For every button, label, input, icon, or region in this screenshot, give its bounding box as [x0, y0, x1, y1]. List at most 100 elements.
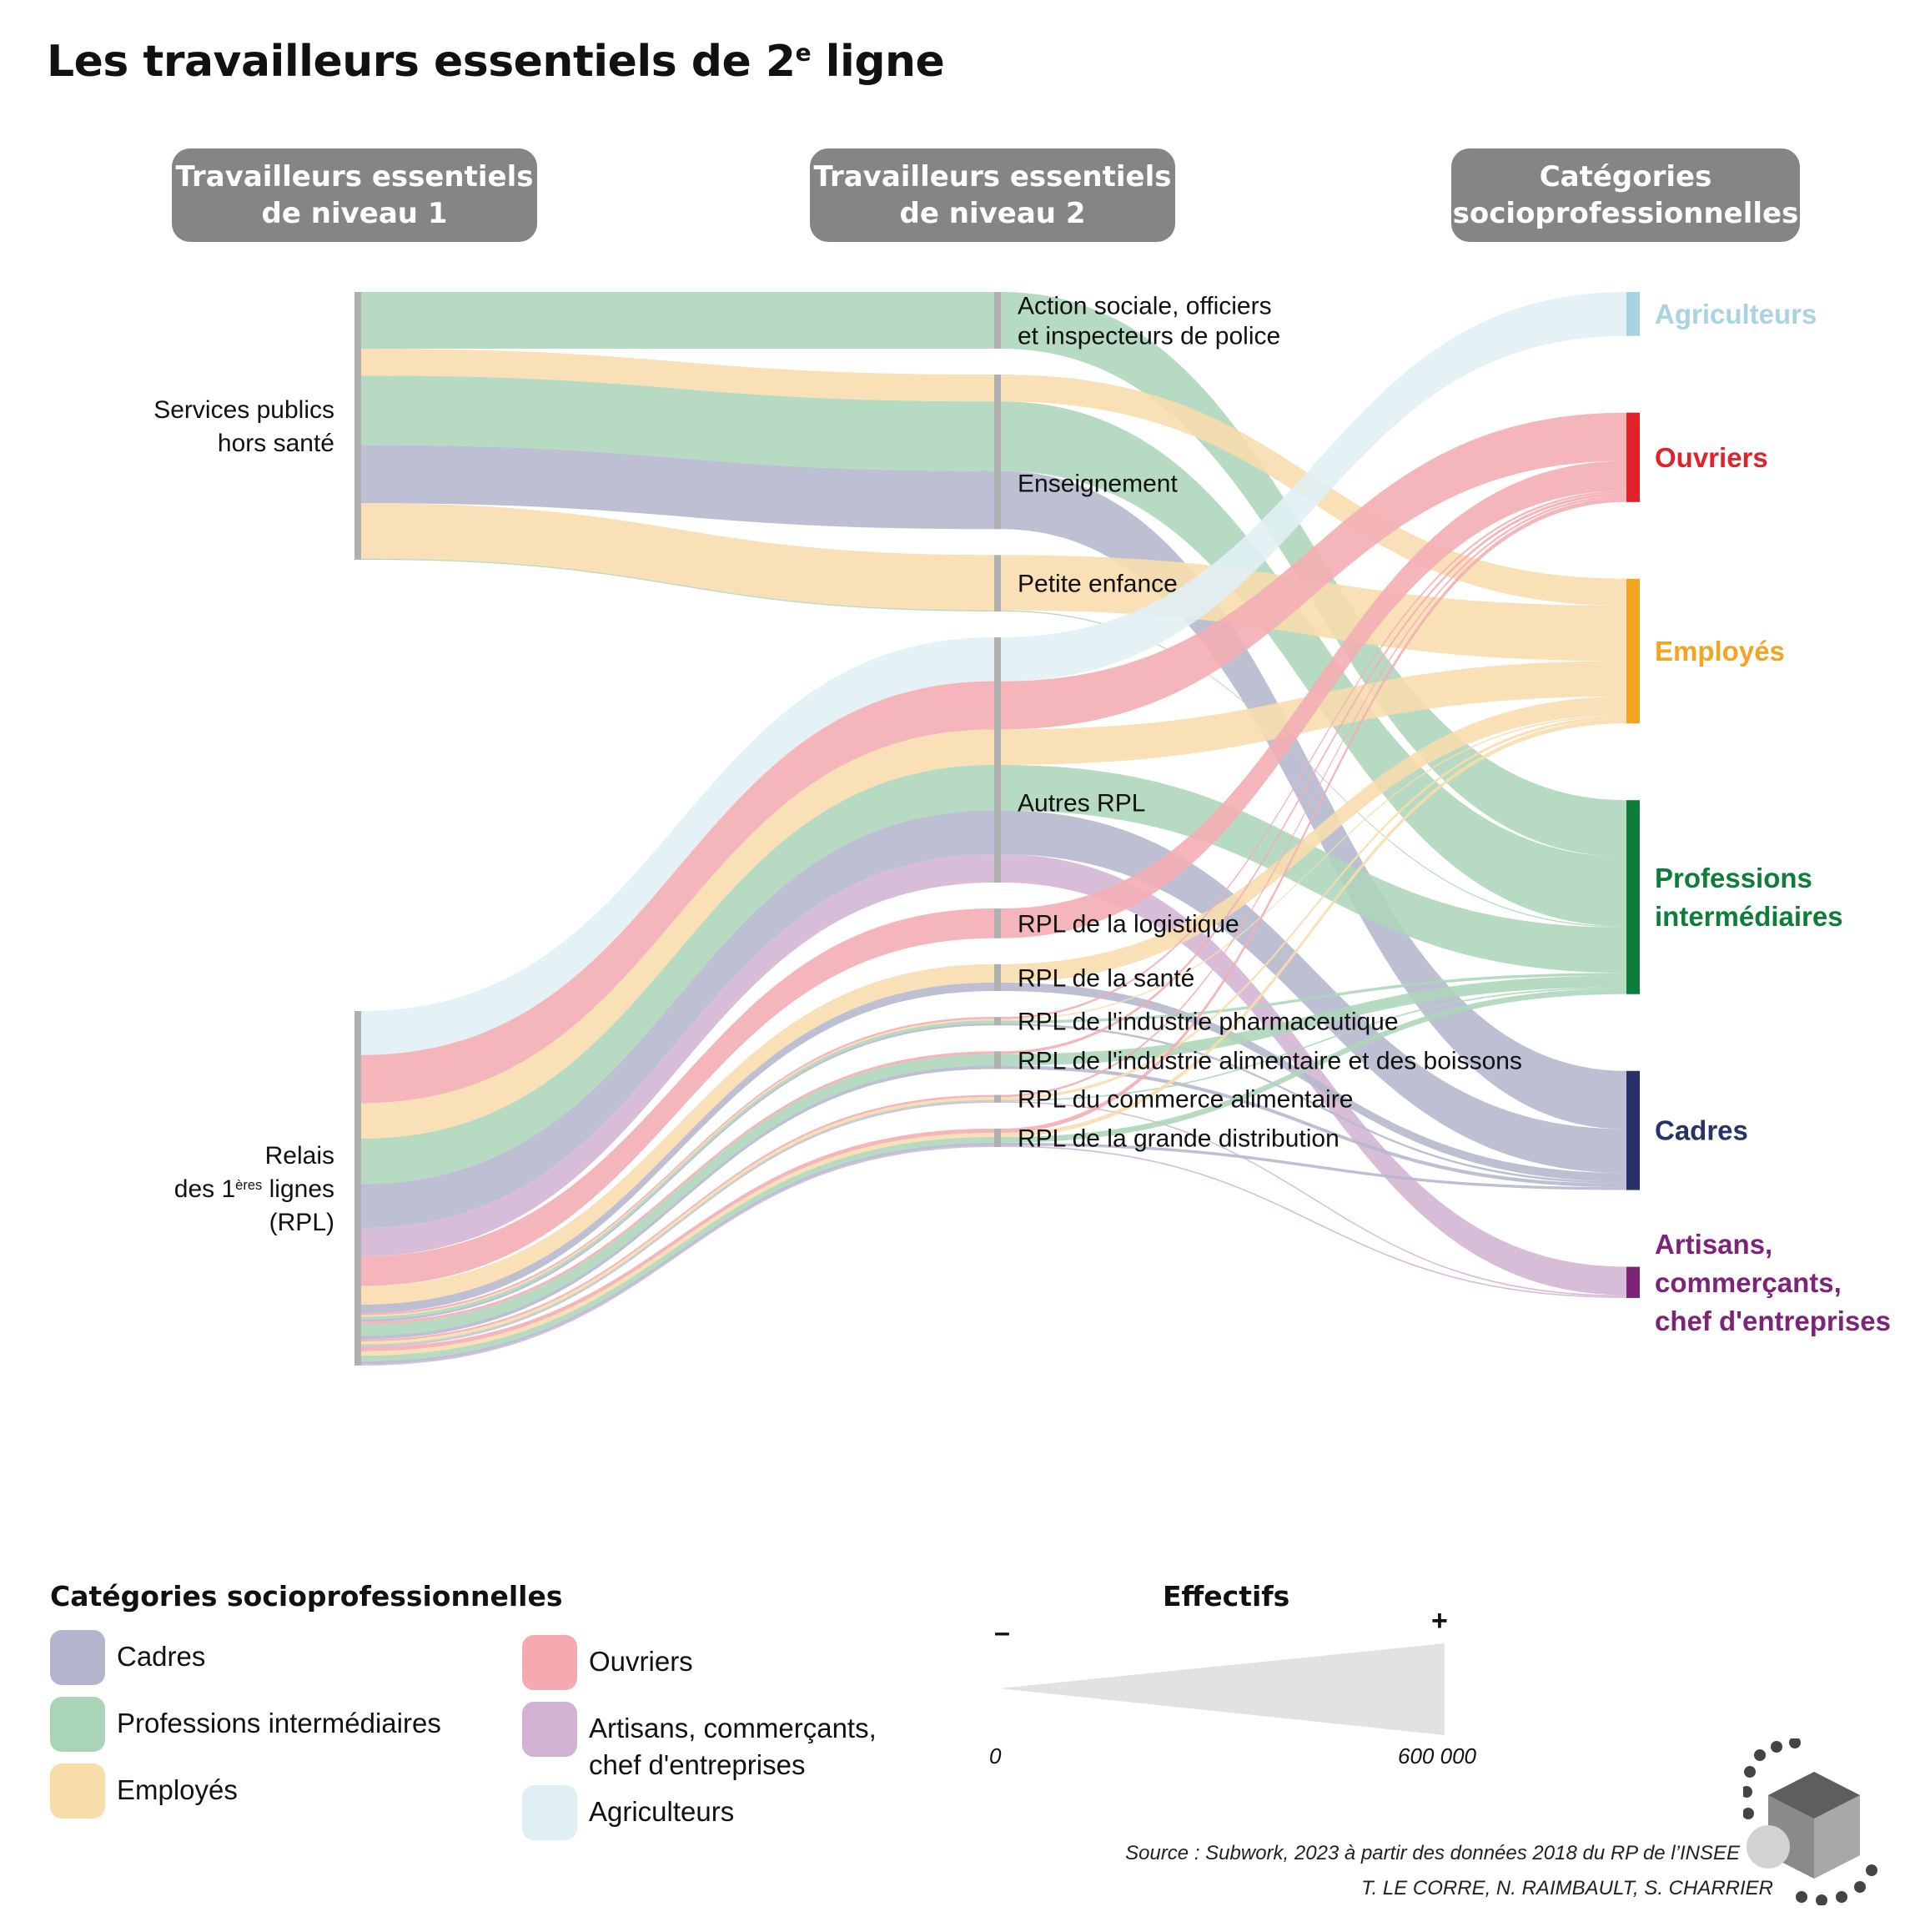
node-com	[994, 1094, 1001, 1103]
size-legend-min-label: 0	[989, 1743, 1002, 1768]
flow-san-cad	[1001, 982, 1626, 1182]
flow-rpl-arpl-art	[361, 854, 994, 1257]
flow-rpl-gd-cad	[361, 1142, 994, 1365]
node-san	[994, 963, 1001, 992]
flow-arpl-agr	[1001, 292, 1626, 682]
flow-rpl-ali-cad	[361, 1065, 994, 1340]
flow-sp-ens-emp	[361, 349, 994, 402]
legend-swatch-cadres	[50, 1630, 105, 1685]
label-rpl: Relais des 1ères lignes (RPL)	[174, 1142, 334, 1236]
flow-rpl-com-emp	[361, 1097, 994, 1345]
flow-sp-ens-pi	[361, 375, 994, 471]
flow-pha-pi	[1001, 973, 1626, 1024]
flow-gd-emp	[1001, 719, 1626, 1138]
legend-swatch-employes	[50, 1763, 105, 1819]
node-cad	[1626, 1070, 1640, 1190]
legend-swatch-ouvriers	[522, 1635, 577, 1690]
label-sp: Services publics hors santé	[153, 396, 334, 457]
header-level1: Travailleurs essentiels de niveau 1	[172, 148, 537, 242]
flow-gd-art	[1001, 1145, 1626, 1298]
flow-rpl-arpl-cad	[361, 810, 994, 1229]
flow-rpl-arpl-ouv	[361, 681, 994, 1104]
label-pha: RPL de l'industrie pharmaceutique	[1018, 1009, 1399, 1036]
legend-title: Catégories socioprofessionnelles	[50, 1580, 563, 1613]
flow-ens-cad	[1001, 470, 1626, 1130]
label-pi: Professions intermédiaires	[1655, 863, 1843, 932]
legend-item-artisans: Artisans, commerçants, chef d'entreprises	[522, 1702, 877, 1784]
subwork-logo-icon	[1743, 1738, 1877, 1905]
node-sp	[354, 292, 361, 560]
legend-swatch-professions-intermediaires	[50, 1697, 105, 1752]
flow-arpl-cad	[1001, 810, 1626, 1174]
flow-com-ouv	[1001, 496, 1626, 1098]
flow-com-emp	[1001, 716, 1626, 1100]
node-pi	[1626, 800, 1640, 994]
label-asp: Action sociale, officiers et inspecteurs …	[1018, 293, 1280, 350]
node-log	[994, 908, 1001, 938]
flow-com-pi	[1001, 987, 1626, 1102]
flow-arpl-pi	[1001, 764, 1626, 974]
legend-item-employes: Employés	[50, 1763, 238, 1819]
nodes-layer	[354, 292, 1640, 1366]
sankey-chart: Services publics hors santé Relais des 1ère…	[153, 292, 1891, 1366]
label-pe: Petite enfance	[1018, 571, 1178, 598]
flow-rpl-log-ouv	[361, 908, 994, 1286]
node-arpl	[994, 636, 1001, 883]
flow-rpl-ali-pi	[361, 1054, 994, 1336]
flow-ali-cad	[1001, 1065, 1626, 1188]
flow-rpl-gd-art	[361, 1145, 994, 1366]
node-pha	[994, 1017, 1001, 1026]
label-gd: RPL de la grande distribution	[1018, 1124, 1339, 1152]
source-note: Source : Subwork, 2023 à partir des donn…	[1125, 1842, 1740, 1864]
flow-rpl-com-art	[361, 1101, 994, 1347]
legend-item-agriculteurs: Agriculteurs	[522, 1785, 734, 1840]
label-cad: Cadres	[1655, 1115, 1748, 1146]
node-emp	[1626, 578, 1640, 724]
label-agr: Agriculteurs	[1655, 299, 1817, 330]
flow-ali-ouv	[1001, 492, 1626, 1054]
node-agr	[1626, 292, 1640, 336]
labels-layer: Services publics hors santé Relais des 1ère…	[153, 293, 1891, 1336]
flow-com-art	[1001, 1101, 1626, 1297]
label-san: RPL de la santé	[1018, 964, 1194, 992]
flow-sp-pe-emp	[361, 503, 994, 611]
node-ens	[994, 375, 1001, 530]
size-legend-minus: –	[994, 1617, 1010, 1648]
flow-arpl-art	[1001, 854, 1626, 1296]
flow-sp-pe-pi	[361, 558, 994, 611]
flow-gd-cad	[1001, 1142, 1626, 1190]
legend-swatch-agriculteurs	[522, 1785, 577, 1840]
flow-rpl-san-cad	[361, 982, 994, 1314]
node-ali	[994, 1051, 1001, 1069]
node-rpl	[354, 1011, 361, 1366]
label-ouv: Ouvriers	[1655, 442, 1768, 473]
node-ouv	[1626, 412, 1640, 502]
label-emp: Employés	[1655, 636, 1785, 667]
credits-note: T. LE CORRE, N. RAIMBAULT, S. CHARRIER	[1361, 1877, 1773, 1899]
header-csp: Catégories socioprofessionnelles	[1451, 148, 1800, 242]
flow-rpl-arpl-emp	[361, 729, 994, 1139]
legend-item-ouvriers: Ouvriers	[522, 1635, 693, 1690]
header-level2: Travailleurs essentiels de niveau 2	[810, 148, 1175, 242]
flow-pe-emp	[1001, 555, 1626, 662]
flow-rpl-arpl-agr	[361, 636, 994, 1055]
node-art	[1626, 1266, 1640, 1298]
label-ens: Enseignement	[1018, 470, 1178, 498]
legend-item-professions-intermediaires: Professions intermédiaires	[50, 1697, 441, 1752]
flow-pha-cad	[1001, 1023, 1626, 1184]
flow-sp-asp-pi	[361, 292, 994, 349]
flow-rpl-pha-pi	[361, 1020, 994, 1320]
label-log: RPL de la logistique	[1018, 910, 1239, 938]
legend-item-cadres: Cadres	[50, 1630, 205, 1685]
flow-gd-ouv	[1001, 497, 1626, 1133]
flow-rpl-gd-pi	[361, 1137, 994, 1361]
node-gd	[994, 1128, 1001, 1147]
flow-sp-ens-cad	[361, 445, 994, 530]
node-asp	[994, 292, 1001, 349]
flow-rpl-gd-emp	[361, 1132, 994, 1356]
flow-ens-pi	[1001, 401, 1626, 927]
legend-swatch-artisans	[522, 1702, 577, 1757]
size-legend-plus: +	[1431, 1605, 1448, 1637]
flow-rpl-ali-ouv	[361, 1051, 994, 1325]
flow-rpl-com-ouv	[361, 1094, 994, 1342]
